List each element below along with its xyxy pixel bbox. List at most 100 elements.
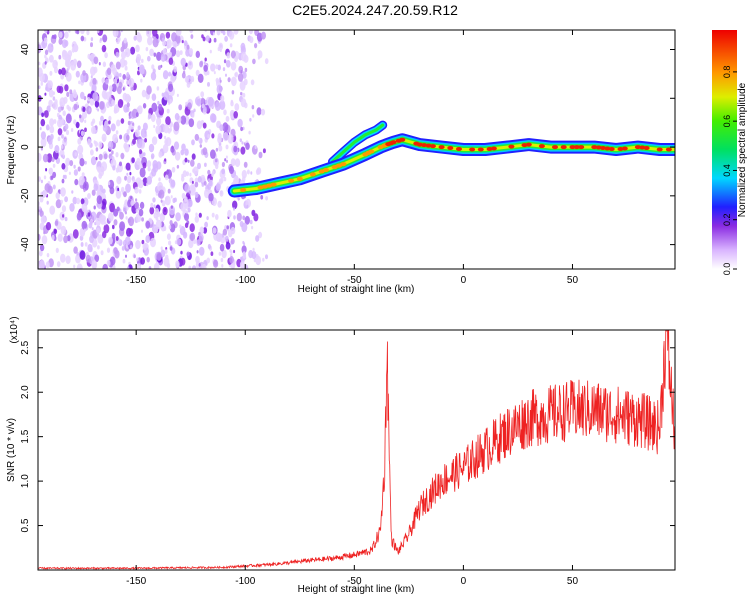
noise-speck bbox=[155, 125, 162, 135]
noise-speck bbox=[40, 147, 44, 151]
noise-speck bbox=[212, 32, 215, 36]
noise-speck bbox=[135, 198, 138, 202]
noise-speck bbox=[49, 70, 53, 76]
noise-speck bbox=[149, 48, 155, 57]
noise-speck bbox=[39, 259, 45, 269]
noise-speck bbox=[126, 172, 129, 176]
noise-speck bbox=[119, 72, 122, 78]
noise-speck bbox=[81, 220, 88, 230]
noise-speck bbox=[191, 180, 194, 184]
noise-speck bbox=[43, 37, 48, 44]
noise-speck bbox=[84, 119, 87, 124]
noise-speck bbox=[98, 172, 103, 179]
noise-speck bbox=[158, 177, 161, 182]
noise-speck bbox=[99, 101, 105, 110]
noise-speck bbox=[108, 85, 113, 92]
noise-speck bbox=[164, 158, 167, 162]
noise-speck bbox=[191, 153, 196, 160]
noise-speck bbox=[164, 139, 169, 145]
noise-speck bbox=[181, 143, 186, 151]
noise-speck bbox=[51, 234, 55, 241]
noise-speck bbox=[79, 227, 86, 237]
noise-speck bbox=[145, 235, 151, 243]
noise-speck bbox=[119, 58, 126, 68]
noise-speck bbox=[57, 233, 63, 242]
noise-speck bbox=[216, 84, 223, 94]
noise-speck bbox=[115, 167, 120, 173]
snr-plot-area bbox=[38, 330, 675, 570]
noise-speck bbox=[258, 151, 263, 159]
noise-speck bbox=[166, 108, 170, 114]
noise-speck bbox=[124, 175, 128, 181]
trace-peak bbox=[270, 182, 277, 187]
noise-speck bbox=[102, 61, 107, 68]
noise-speck bbox=[207, 134, 210, 139]
noise-speck bbox=[194, 181, 199, 188]
noise-speck bbox=[230, 158, 236, 167]
noise-speck bbox=[120, 152, 125, 160]
noise-speck bbox=[40, 179, 44, 184]
noise-speck bbox=[122, 258, 126, 264]
noise-speck bbox=[137, 105, 143, 115]
noise-speck bbox=[149, 206, 155, 215]
noise-speck bbox=[64, 196, 68, 203]
noise-speck bbox=[118, 81, 123, 89]
noise-speck bbox=[60, 225, 67, 235]
colorbar-tick-label: 0.6 bbox=[722, 115, 732, 128]
noise-speck bbox=[198, 212, 202, 218]
noise-speck bbox=[150, 153, 155, 160]
noise-speck bbox=[38, 176, 41, 182]
noise-speck bbox=[187, 207, 191, 213]
noise-speck bbox=[147, 166, 151, 172]
noise-speck bbox=[43, 230, 46, 235]
noise-speck bbox=[134, 186, 139, 194]
noise-speck bbox=[130, 200, 135, 207]
noise-speck bbox=[202, 122, 207, 129]
noise-speck bbox=[92, 77, 97, 86]
noise-speck bbox=[116, 176, 122, 185]
noise-speck bbox=[58, 38, 63, 45]
noise-speck bbox=[83, 188, 86, 193]
noise-speck bbox=[97, 234, 104, 244]
noise-speck bbox=[79, 114, 82, 119]
noise-speck bbox=[165, 116, 171, 126]
noise-speck bbox=[97, 108, 100, 112]
noise-speck bbox=[113, 208, 119, 217]
trace-peak bbox=[390, 140, 397, 145]
noise-speck bbox=[58, 68, 62, 75]
noise-speck bbox=[146, 85, 152, 95]
noise-speck bbox=[70, 128, 74, 132]
noise-speck bbox=[198, 263, 201, 267]
noise-speck bbox=[197, 95, 200, 100]
noise-speck bbox=[189, 172, 192, 177]
noise-speck bbox=[61, 39, 68, 49]
noise-speck bbox=[130, 245, 133, 249]
noise-speck bbox=[147, 113, 152, 119]
trace-peak bbox=[240, 188, 247, 192]
noise-speck bbox=[64, 59, 70, 68]
noise-speck bbox=[173, 121, 180, 132]
noise-speck bbox=[125, 254, 127, 258]
noise-speck bbox=[217, 64, 221, 71]
noise-speck bbox=[61, 67, 66, 76]
noise-speck bbox=[204, 162, 207, 167]
noise-speck bbox=[143, 152, 146, 157]
noise-speck bbox=[145, 47, 149, 52]
noise-speck bbox=[189, 61, 192, 66]
noise-speck bbox=[101, 133, 107, 142]
noise-speck bbox=[158, 103, 163, 111]
noise-speck bbox=[40, 81, 44, 86]
noise-speck bbox=[249, 36, 254, 44]
noise-speck bbox=[233, 215, 236, 220]
noise-speck bbox=[99, 215, 106, 225]
noise-speck bbox=[54, 66, 58, 74]
noise-speck bbox=[92, 92, 99, 102]
noise-speck bbox=[79, 250, 86, 260]
noise-speck bbox=[170, 179, 176, 188]
noise-speck bbox=[76, 197, 81, 205]
noise-speck bbox=[221, 264, 224, 268]
noise-speck bbox=[205, 35, 210, 42]
noise-speck bbox=[64, 123, 69, 130]
noise-speck bbox=[41, 112, 44, 118]
noise-speck bbox=[153, 52, 157, 57]
